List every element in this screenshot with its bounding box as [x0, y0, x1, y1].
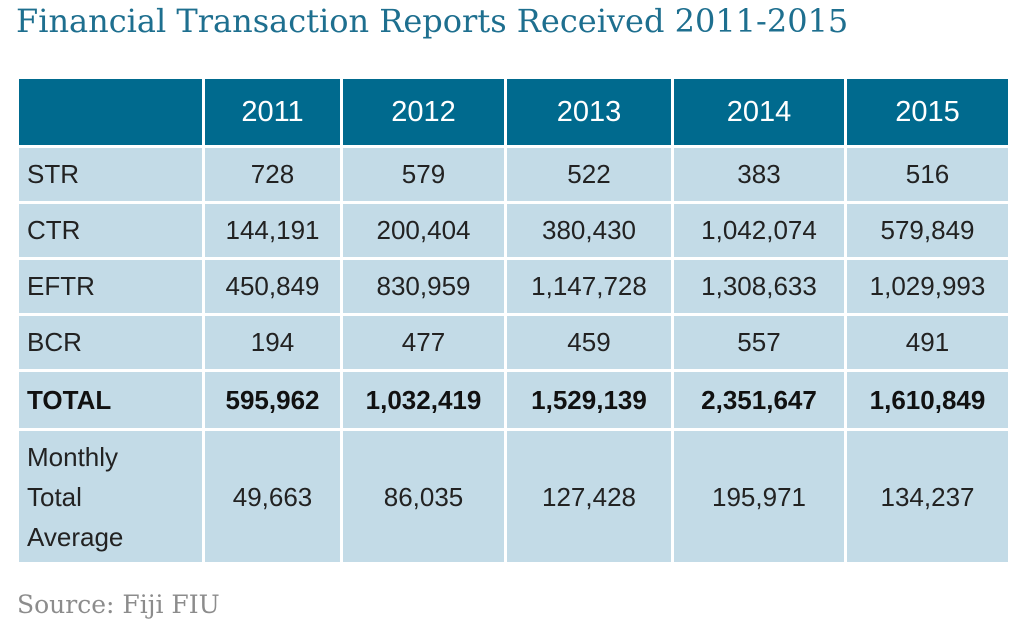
row-label: BCR [16, 313, 205, 372]
table-row-ctr: CTR 144,191 200,404 380,430 1,042,074 57… [16, 201, 1011, 260]
table-cell: 380,430 [504, 201, 674, 260]
table-cell: 728 [202, 145, 343, 204]
table-cell: 1,032,419 [340, 369, 507, 431]
table-cell: 194 [202, 313, 343, 372]
report-table: 2011 2012 2013 2014 2015 STR 728 579 522… [16, 76, 1011, 565]
table-row-str: STR 728 579 522 383 516 [16, 145, 1011, 204]
page-title: Financial Transaction Reports Received 2… [16, 2, 849, 40]
table-cell: 2,351,647 [671, 369, 847, 431]
table-cell: 383 [671, 145, 847, 204]
table-cell: 516 [844, 145, 1011, 204]
row-label: Monthly Total Average [16, 428, 205, 565]
table-cell: 522 [504, 145, 674, 204]
table-cell: 127,428 [504, 428, 674, 565]
row-label: EFTR [16, 257, 205, 316]
table-cell: 86,035 [340, 428, 507, 565]
table-cell: 1,308,633 [671, 257, 847, 316]
header-corner-cell [16, 76, 205, 148]
table-cell: 595,962 [202, 369, 343, 431]
table-row-monthly-average: Monthly Total Average 49,663 86,035 127,42… [16, 428, 1011, 565]
column-header: 2014 [671, 76, 847, 148]
table-cell: 195,971 [671, 428, 847, 565]
table-row-bcr: BCR 194 477 459 557 491 [16, 313, 1011, 372]
table-cell: 134,237 [844, 428, 1011, 565]
row-label: CTR [16, 201, 205, 260]
source-note: Source: Fiji FIU [17, 590, 220, 619]
column-header: 2011 [202, 76, 343, 148]
table-cell: 49,663 [202, 428, 343, 565]
table-cell: 477 [340, 313, 507, 372]
table-row-eftr: EFTR 450,849 830,959 1,147,728 1,308,633… [16, 257, 1011, 316]
row-label-line: Monthly [27, 441, 119, 472]
row-label-line: Total [27, 481, 82, 512]
table-cell: 200,404 [340, 201, 507, 260]
table-cell: 830,959 [340, 257, 507, 316]
table-cell: 144,191 [202, 201, 343, 260]
row-label: STR [16, 145, 205, 204]
row-label-line: Average [27, 521, 124, 552]
row-label: TOTAL [16, 369, 205, 431]
table-cell: 491 [844, 313, 1011, 372]
column-header: 2015 [844, 76, 1011, 148]
table-cell: 459 [504, 313, 674, 372]
table-cell: 1,610,849 [844, 369, 1011, 431]
table-cell: 557 [671, 313, 847, 372]
table-row-total: TOTAL 595,962 1,032,419 1,529,139 2,351,… [16, 369, 1011, 431]
header-row: 2011 2012 2013 2014 2015 [16, 76, 1011, 148]
table-cell: 1,042,074 [671, 201, 847, 260]
column-header: 2013 [504, 76, 674, 148]
column-header: 2012 [340, 76, 507, 148]
table-cell: 1,147,728 [504, 257, 674, 316]
table-cell: 450,849 [202, 257, 343, 316]
table-cell: 579 [340, 145, 507, 204]
table-cell: 1,529,139 [504, 369, 674, 431]
table-cell: 1,029,993 [844, 257, 1011, 316]
table-cell: 579,849 [844, 201, 1011, 260]
